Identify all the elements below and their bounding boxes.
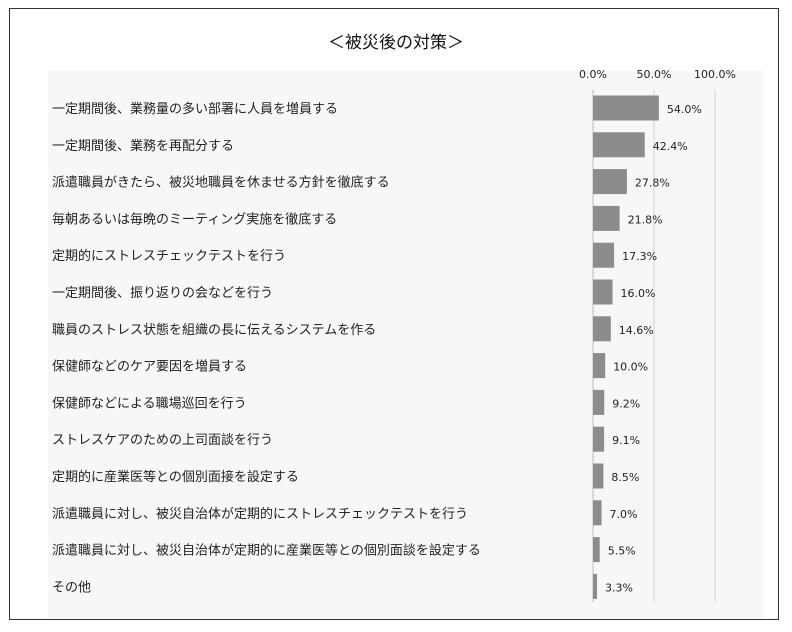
data-label: 54.0%	[667, 103, 702, 116]
data-label: 10.0%	[613, 361, 648, 374]
category-label: 一定期間後、振り返りの会などを行う	[52, 286, 273, 301]
category-label: 一定期間後、業務量の多い部署に人員を増員する	[52, 101, 338, 117]
data-label: 27.8%	[635, 177, 670, 190]
bar	[593, 95, 659, 121]
data-label: 9.2%	[612, 397, 640, 410]
x-tick-label: 100.0%	[694, 68, 736, 81]
bar	[593, 353, 606, 379]
category-label: 保健師などのケア要因を増員する	[52, 360, 247, 375]
data-label: 9.1%	[612, 434, 640, 447]
bar	[593, 169, 627, 195]
category-label: 一定期間後、業務を再配分する	[52, 138, 234, 154]
plot-background	[48, 71, 764, 619]
bar	[593, 463, 604, 489]
bar	[593, 205, 620, 231]
bar	[593, 537, 600, 563]
data-label: 5.5%	[608, 545, 636, 558]
category-label: 定期的にストレスチェックテストを行う	[52, 248, 286, 264]
category-label: その他	[52, 580, 91, 595]
category-label: 派遣職員に対し、被災自治体が定期的にストレスチェックテストを行う	[52, 506, 468, 522]
data-label: 7.0%	[610, 508, 638, 521]
x-tick-label: 50.0%	[637, 68, 672, 81]
bar	[593, 426, 605, 452]
data-label: 16.0%	[621, 287, 656, 300]
bar	[593, 389, 605, 415]
bar	[593, 242, 615, 268]
bar	[593, 500, 602, 526]
data-label: 3.3%	[605, 581, 633, 594]
category-label: 職員のストレス状態を組織の長に伝えるシステムを作る	[52, 322, 376, 338]
category-label: 派遣職員がきたら、被災地職員を休ませる方針を徹底する	[52, 175, 390, 191]
category-label: 派遣職員に対し、被災自治体が定期的に産業医等との個別面談を設定する	[52, 543, 481, 559]
category-label: 毎朝あるいは毎晩のミーティング実施を徹底する	[52, 211, 337, 227]
category-label: 保健師などによる職場巡回を行う	[52, 396, 247, 411]
bar	[593, 279, 613, 305]
x-tick-label: 0.0%	[579, 68, 607, 81]
category-label: 定期的に産業医等との個別面接を設定する	[52, 469, 299, 485]
data-label: 14.6%	[619, 324, 654, 337]
bar	[593, 316, 611, 342]
data-label: 42.4%	[653, 140, 688, 153]
data-label: 17.3%	[622, 250, 657, 263]
data-label: 8.5%	[611, 471, 639, 484]
bar	[593, 132, 645, 158]
chart-title: ＜被災後の対策＞	[328, 33, 464, 53]
category-label: ストレスケアのための上司面談を行う	[52, 432, 273, 448]
bar	[593, 573, 598, 599]
data-label: 21.8%	[628, 213, 663, 226]
